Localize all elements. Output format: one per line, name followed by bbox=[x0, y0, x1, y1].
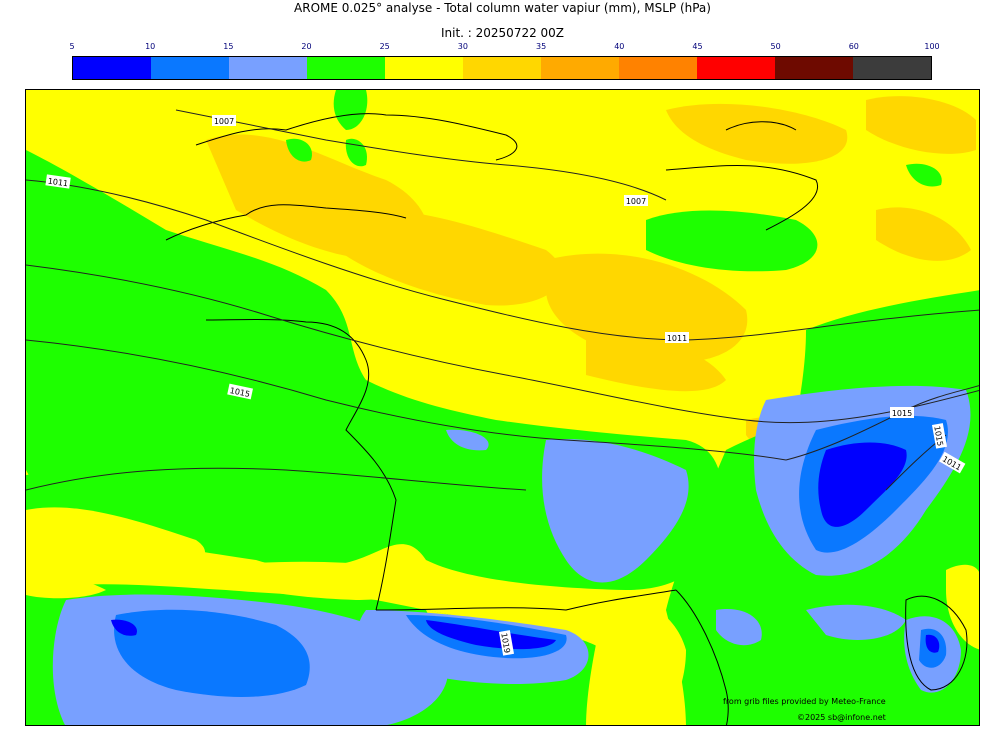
colorbar-segment bbox=[697, 57, 775, 79]
isobar-label: 1015 bbox=[892, 409, 912, 418]
copyright-credit: ©2025 sb@infone.net bbox=[797, 713, 886, 722]
colorbar-ticks: 5 10 15 20 25 30 35 40 45 50 60 100 bbox=[69, 42, 939, 54]
colorbar-segment bbox=[853, 57, 931, 79]
colorbar-tick: 100 bbox=[924, 42, 940, 51]
colorbar-tick: 5 bbox=[69, 42, 75, 51]
colorbar-tick: 45 bbox=[692, 42, 703, 51]
colorbar-tick: 25 bbox=[379, 42, 390, 51]
colorbar-segment bbox=[151, 57, 229, 79]
colorbar-tick: 40 bbox=[614, 42, 625, 51]
colorbar-tick: 20 bbox=[301, 42, 312, 51]
isobar-label: 1015 bbox=[932, 425, 944, 447]
map-title: AROME 0.025° analyse - Total column wate… bbox=[294, 1, 711, 15]
colorbar-segment bbox=[463, 57, 541, 79]
colorbar-tick: 30 bbox=[457, 42, 468, 51]
colorbar-segment bbox=[619, 57, 697, 79]
colorbar-tick: 60 bbox=[848, 42, 859, 51]
colorbar-tick: 15 bbox=[223, 42, 234, 51]
isobar-label: 1011 bbox=[47, 177, 68, 189]
init-time: Init. : 20250722 00Z bbox=[440, 26, 565, 40]
isobar-label: 1007 bbox=[626, 197, 646, 206]
map-canvas: 1007 1011 1007 1011 1015 1015 1019 1015 … bbox=[26, 90, 979, 725]
isobar-label: 1015 bbox=[229, 386, 251, 399]
colorbar-tick: 50 bbox=[770, 42, 781, 51]
isobar-label: 1019 bbox=[499, 632, 511, 654]
colorbar-segment bbox=[307, 57, 385, 79]
colorbar-tick: 35 bbox=[536, 42, 547, 51]
isobars bbox=[26, 109, 979, 491]
isobar-labels: 1007 1011 1007 1011 1015 1015 1019 1015 … bbox=[45, 115, 966, 656]
coastlines bbox=[165, 113, 968, 725]
weather-map: 1007 1011 1007 1011 1015 1015 1019 1015 … bbox=[25, 89, 980, 726]
isobar-label: 1007 bbox=[214, 117, 234, 126]
colorbar-segment bbox=[73, 57, 151, 79]
source-credit: from grib files provided by Meteo-France bbox=[723, 697, 886, 706]
colorbar bbox=[72, 56, 932, 80]
colorbar-segment bbox=[385, 57, 463, 79]
colorbar-segment bbox=[229, 57, 307, 79]
colorbar-segment bbox=[541, 57, 619, 79]
colorbar-segment bbox=[775, 57, 853, 79]
isobar-label: 1011 bbox=[667, 334, 687, 343]
tcwv-field-5-10 bbox=[111, 442, 940, 653]
colorbar-tick: 10 bbox=[145, 42, 156, 51]
